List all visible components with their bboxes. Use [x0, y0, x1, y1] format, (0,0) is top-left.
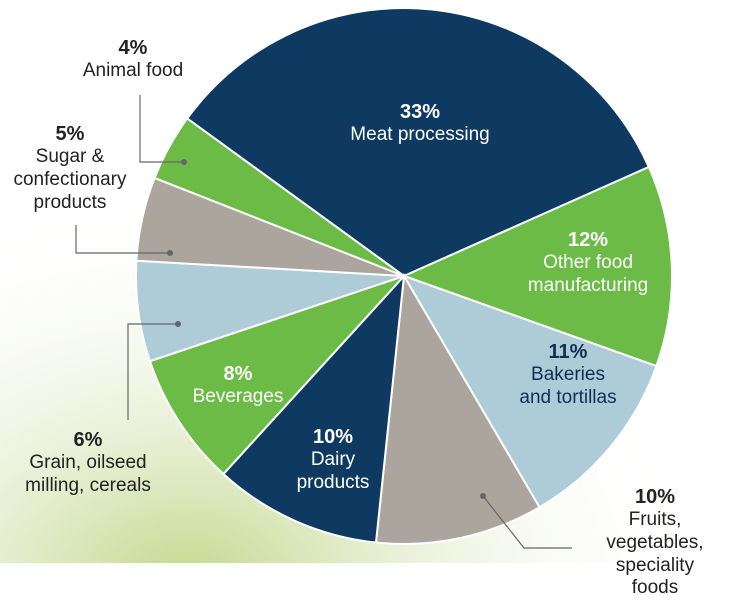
- category-label: Grain, oilseed milling, cereals: [25, 452, 151, 496]
- slice-label: 6% Grain, oilseed milling, cereals: [25, 428, 151, 498]
- slice-label: 4% Animal food: [83, 36, 183, 83]
- percent-label: 33%: [399, 101, 441, 123]
- slice-label: 10% Dairy products: [297, 425, 370, 495]
- percent-label: 12%: [567, 229, 609, 251]
- category-label: Beverages: [192, 386, 284, 407]
- leader-dot: [175, 321, 181, 327]
- category-label: Animal food: [82, 60, 184, 81]
- slice-label: 12% Other food manufacturing: [528, 228, 648, 298]
- slice-label: 11% Bakeries and tortillas: [519, 340, 616, 410]
- category-label: Sugar & confectionary products: [13, 146, 127, 213]
- slice-label: 8% Beverages: [193, 362, 284, 409]
- percent-label: 11%: [548, 341, 588, 363]
- category-label: Bakeries and tortillas: [519, 364, 617, 408]
- category-label: Fruits, vegetables, speciality foods: [606, 509, 704, 599]
- leader-line: [139, 95, 184, 163]
- pie-slice: [148, 273, 408, 476]
- slice-label: 10% Fruits, vegetables, speciality foods: [606, 485, 703, 600]
- category-label: Meat processing: [350, 124, 490, 145]
- category-label: Dairy products: [296, 449, 370, 493]
- percent-label: 10%: [312, 426, 354, 448]
- percent-label: 8%: [223, 363, 253, 385]
- pie-slice: [153, 117, 405, 277]
- leader-line: [75, 225, 170, 254]
- pie-slice: [401, 274, 658, 509]
- percent-label: 4%: [118, 37, 148, 59]
- percent-label: 6%: [73, 429, 103, 451]
- pie-slice: [185, 7, 651, 278]
- slice-label: 33% Meat processing: [350, 100, 489, 147]
- pie-slice: [401, 165, 673, 368]
- slice-label: 5% Sugar & confectionary products: [13, 122, 126, 214]
- leader-dot: [480, 493, 486, 499]
- leader-dot: [167, 250, 173, 256]
- leader-dot: [181, 159, 187, 165]
- percent-label: 10%: [634, 486, 676, 508]
- leader-line: [482, 495, 572, 549]
- percent-label: 5%: [55, 123, 85, 145]
- leader-line: [127, 323, 178, 420]
- pie-slice: [374, 272, 541, 545]
- category-label: Other food manufacturing: [527, 252, 649, 296]
- pie-slice: [222, 273, 406, 544]
- pie-chart: [0, 0, 745, 563]
